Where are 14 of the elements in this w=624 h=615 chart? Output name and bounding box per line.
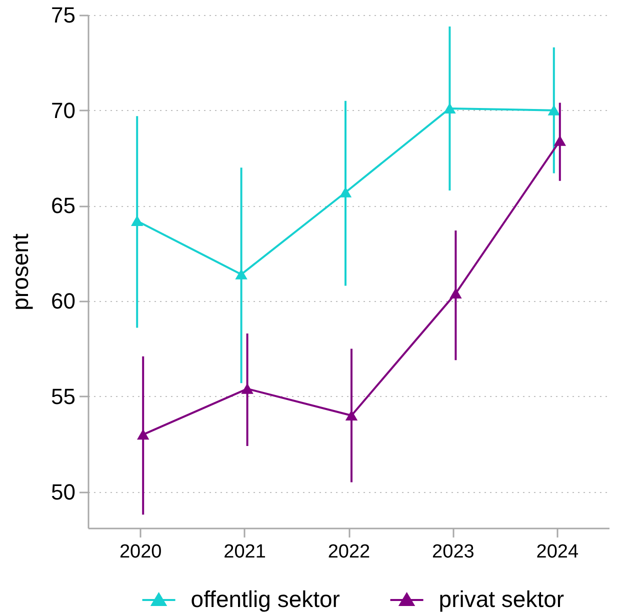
x-tick-label: 2024	[536, 542, 579, 562]
y-tick-label: 65	[51, 193, 76, 218]
legend-label: privat sektor	[438, 586, 564, 612]
y-tick-label: 70	[51, 98, 76, 123]
y-tick-label: 55	[51, 384, 76, 409]
x-tick-label: 2021	[224, 542, 266, 562]
y-tick-label: 75	[51, 2, 76, 28]
y-tick-label: 60	[51, 288, 76, 314]
x-tick-label: 2020	[119, 542, 162, 562]
x-tick-label: 2023	[432, 542, 474, 562]
y-tick-label: 50	[51, 479, 76, 504]
legend-label: offentlig sektor	[190, 586, 340, 612]
y-axis-title: prosent	[7, 233, 34, 310]
x-tick-label: 2022	[328, 542, 370, 562]
